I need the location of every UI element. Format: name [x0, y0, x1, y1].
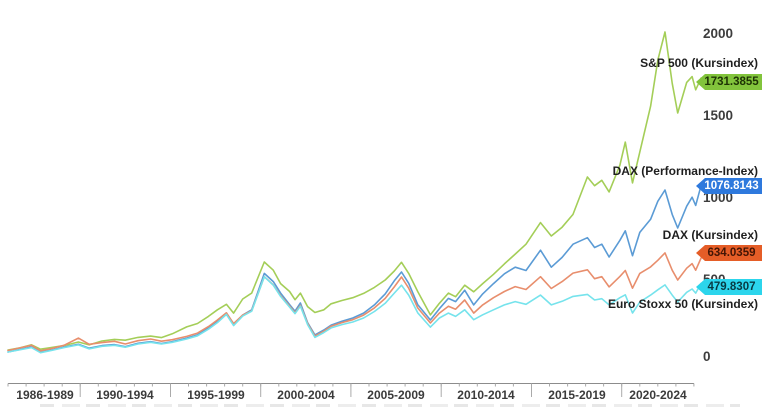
series-label-euro-stoxx: Euro Stoxx 50 (Kursindex): [607, 297, 758, 311]
y-tick-2000: 2000: [703, 26, 734, 41]
series-line-estoxx: [7, 275, 702, 354]
y-tick-0: 0: [703, 349, 711, 364]
x-label-2020-2024: 2020-2024: [629, 388, 687, 402]
x-label-2015-2019: 2015-2019: [548, 388, 606, 402]
series-label-dax-kursindex: DAX (Kursindex): [662, 228, 758, 242]
x-label-2005-2009: 2005-2009: [367, 388, 425, 402]
value-badge-euro-stoxx: 479.8307: [696, 279, 762, 295]
x-label-1986-1989: 1986-1989: [16, 388, 74, 402]
series-line-sp500: [7, 31, 702, 351]
series-line-daxp: [7, 184, 702, 354]
value-badge-sp500: 1731.3855: [696, 74, 762, 90]
series-line-daxk: [7, 252, 702, 352]
x-label-2000-2004: 2000-2004: [277, 388, 335, 402]
series-label-dax-performance: DAX (Performance-Index): [612, 164, 758, 178]
x-label-1995-1999: 1995-1999: [187, 388, 245, 402]
value-badge-dax-performance: 1076.8143: [696, 178, 762, 194]
value-badge-dax-kursindex: 634.0359: [696, 245, 762, 261]
cropped-bottom-text-artifact: [40, 404, 740, 407]
x-label-2010-2014: 2010-2014: [457, 388, 515, 402]
x-label-1990-1994: 1990-1994: [96, 388, 154, 402]
y-tick-1500: 1500: [703, 108, 734, 123]
series-label-sp500: S&P 500 (Kursindex): [640, 56, 758, 70]
